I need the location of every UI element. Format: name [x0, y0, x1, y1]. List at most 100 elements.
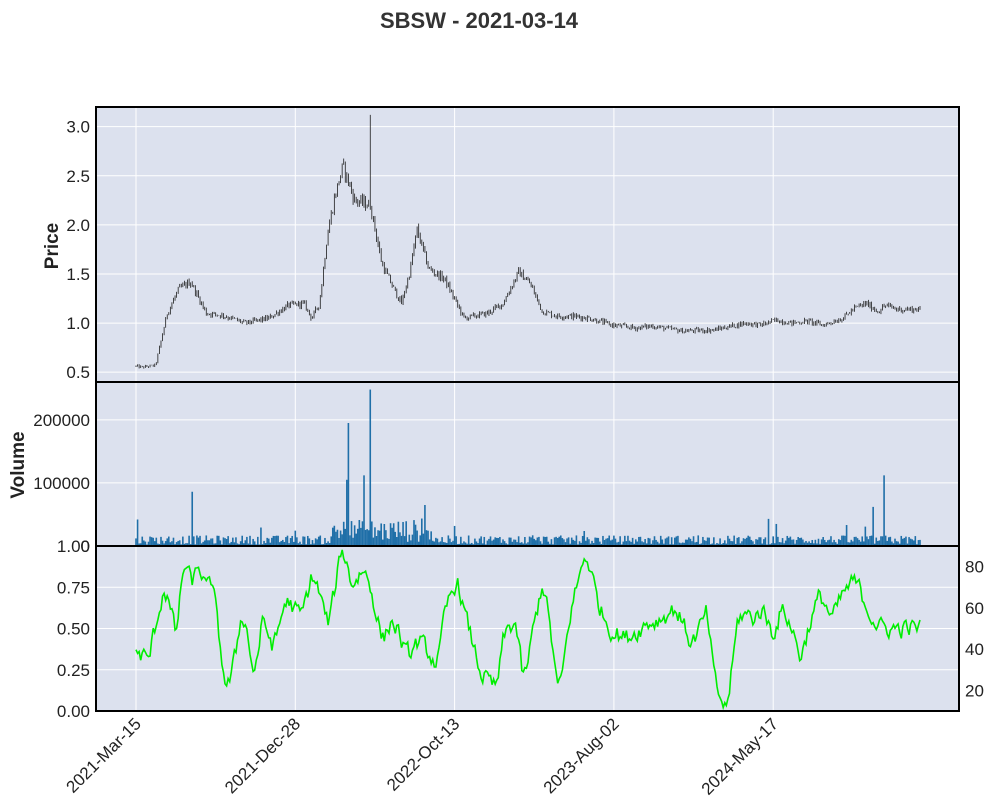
volume-bar	[241, 535, 243, 546]
volume-bar	[639, 536, 642, 546]
volume-bar	[252, 538, 254, 546]
volume-bar	[897, 541, 899, 546]
volume-bar	[224, 538, 226, 546]
volume-bar	[288, 543, 290, 546]
volume-bar	[397, 521, 400, 546]
volume-bar	[688, 537, 690, 546]
volume-bar	[363, 475, 365, 546]
volume-bar	[497, 538, 500, 546]
volume-bar	[199, 535, 201, 546]
volume-bar	[652, 540, 654, 546]
volume-bar	[438, 542, 440, 546]
volume-bar	[338, 537, 340, 546]
volume-bar	[858, 539, 860, 546]
volume-bar	[819, 543, 821, 546]
volume-bar	[884, 535, 887, 546]
volume-bar	[752, 541, 754, 546]
volume-bar	[567, 537, 570, 546]
indicator-left-tick-label: 0.50	[57, 620, 90, 639]
volume-bar	[203, 540, 206, 546]
volume-bar	[402, 521, 404, 546]
volume-bar	[525, 543, 528, 546]
volume-bar	[519, 542, 521, 546]
volume-bar	[627, 535, 629, 546]
price-tick-label: 2.5	[66, 167, 90, 186]
volume-bar	[613, 535, 615, 546]
volume-bar	[702, 536, 704, 546]
volume-bar	[264, 543, 267, 546]
volume-bar	[289, 538, 292, 546]
volume-bar	[271, 537, 273, 546]
volume-bar	[862, 541, 865, 546]
volume-bar	[919, 539, 921, 546]
volume-bar	[878, 540, 881, 546]
volume-bar	[178, 540, 181, 546]
volume-bar	[887, 537, 890, 546]
volume-bar	[594, 537, 596, 546]
volume-bar	[167, 536, 170, 546]
volume-bar	[650, 543, 653, 546]
volume-bar	[569, 543, 571, 546]
volume-bar	[839, 540, 842, 546]
volume-bar	[219, 540, 222, 546]
volume-bar	[830, 536, 832, 546]
volume-bar	[138, 543, 140, 546]
volume-bar	[894, 538, 896, 546]
volume-bar	[725, 543, 728, 546]
volume-bar	[335, 531, 337, 546]
indicator-right-tick-label: 60	[965, 599, 984, 618]
indicator-left-tick-label: 0.75	[57, 578, 90, 597]
volume-bar	[283, 541, 286, 546]
volume-bar	[608, 535, 611, 546]
volume-bar	[880, 536, 882, 546]
volume-bar	[411, 534, 414, 546]
volume-bar	[311, 540, 314, 546]
volume-bar	[891, 541, 893, 546]
volume-bar	[589, 543, 592, 546]
volume-bar	[227, 536, 229, 546]
volume-bar	[177, 540, 179, 546]
volume-bar	[653, 536, 656, 546]
volume-bar	[369, 389, 372, 546]
volume-bar	[494, 537, 497, 546]
x-tick-label: 2021-Dec-28	[221, 714, 304, 797]
volume-bar	[905, 536, 907, 546]
volume-bar	[356, 528, 359, 546]
volume-bar	[705, 540, 707, 546]
volume-bar	[609, 540, 612, 546]
volume-bar	[666, 537, 668, 546]
volume-bar	[847, 542, 849, 546]
indicator-left-tick-label: 1.00	[57, 537, 90, 556]
volume-bar	[686, 539, 689, 546]
volume-bar	[738, 537, 740, 546]
volume-bar	[520, 542, 523, 546]
volume-bar	[636, 541, 639, 546]
volume-bar	[294, 530, 297, 546]
volume-bar	[649, 538, 651, 546]
volume-bar	[535, 540, 537, 546]
volume-bar	[285, 537, 287, 546]
volume-bar	[392, 523, 395, 546]
volume-bar	[232, 537, 234, 546]
volume-bar	[600, 543, 603, 546]
volume-bar	[378, 530, 381, 546]
volume-bar	[153, 541, 156, 546]
volume-bar	[375, 536, 378, 546]
volume-bar	[775, 523, 778, 546]
volume-bar	[233, 542, 236, 546]
volume-bar	[394, 531, 397, 546]
volume-bar	[570, 537, 573, 546]
volume-bar	[908, 537, 910, 546]
x-tick-label: 2024-May-17	[698, 714, 782, 798]
volume-bar	[584, 540, 587, 546]
indicator-left-tick-label: 0.25	[57, 661, 90, 680]
volume-bar	[755, 539, 757, 546]
volume-bar	[689, 538, 692, 546]
volume-bar	[308, 538, 311, 546]
volume-bar	[277, 535, 279, 546]
volume-bar	[319, 535, 322, 546]
volume-bar	[911, 539, 913, 546]
volume-bar	[135, 538, 137, 546]
volume-bar	[396, 536, 398, 546]
volume-bar	[631, 537, 634, 546]
